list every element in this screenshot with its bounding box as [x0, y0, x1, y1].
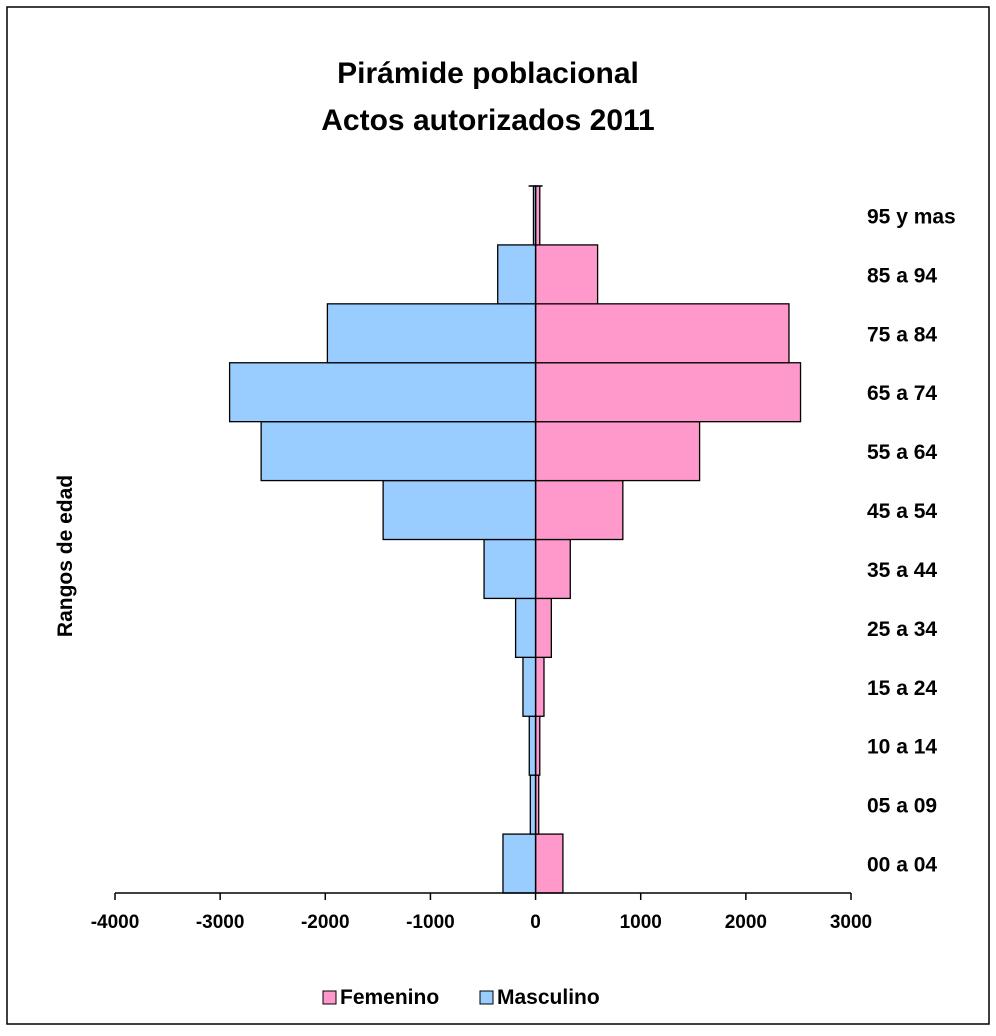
category-label: 95 y mas	[867, 205, 956, 228]
x-tick-label: 0	[530, 912, 541, 933]
x-tick-label: -2000	[301, 912, 350, 933]
x-tick-label: 2000	[725, 912, 767, 933]
x-tick-label: -3000	[196, 912, 245, 933]
chart-title-line-2: Actos autorizados 2011	[321, 104, 654, 137]
category-labels: 00 a 04 05 a 09 10 a 14 15 a 24 25 a 34 35 a …	[867, 205, 956, 876]
bar-masculino-10-a-14	[528, 715, 537, 776]
legend-label-femenino: Femenino	[340, 986, 439, 1009]
legend-swatch-masculino	[479, 990, 494, 1005]
bar-masculino-15-a-24	[522, 656, 537, 717]
bar-femenino-15-a-24	[534, 656, 545, 717]
bar-masculino-55-a-64	[260, 421, 537, 482]
bar-masculino-75-a-84	[326, 303, 537, 364]
category-label: 85 a 94	[867, 264, 937, 287]
bar-femenino-45-a-54	[534, 479, 624, 541]
category-label: 45 a 54	[867, 500, 937, 523]
x-tick-label: -4000	[91, 912, 140, 933]
category-label: 75 a 84	[867, 323, 937, 346]
legend: Femenino Masculino	[322, 986, 600, 1009]
category-label: 05 a 09	[867, 795, 937, 818]
category-label: 55 a 64	[867, 441, 937, 464]
category-label: 35 a 44	[867, 559, 937, 582]
category-label: 25 a 34	[867, 618, 937, 641]
legend-label-masculino: Masculino	[497, 986, 600, 1009]
bar-masculino-45-a-54	[382, 479, 537, 541]
category-label: 15 a 24	[867, 677, 937, 700]
bar-femenino-25-a-34	[534, 597, 552, 658]
bar-masculino-05-a-09	[529, 774, 537, 835]
category-label: 65 a 74	[867, 382, 937, 405]
bar-femenino-65-a-74	[534, 362, 802, 423]
x-tick-label: 1000	[620, 912, 662, 933]
bar-masculino-65-a-74	[228, 362, 537, 423]
category-label: 10 a 14	[867, 736, 937, 759]
bar-femenino-35-a-44	[534, 538, 571, 600]
bar-masculino-00-a-04	[502, 833, 537, 894]
legend-swatch-femenino	[322, 990, 337, 1005]
chart-title-line-1: Pirámide poblacional	[337, 57, 639, 90]
bar-femenino-85-a-94	[534, 244, 599, 305]
bar-femenino-75-a-84	[534, 303, 790, 364]
bars-layer	[228, 185, 802, 894]
x-tick-label: -1000	[406, 912, 455, 933]
bar-femenino-00-a-04	[534, 833, 564, 894]
bar-masculino-35-a-44	[483, 538, 537, 600]
bar-masculino-25-a-34	[514, 597, 537, 658]
bar-masculino-85-a-94	[497, 244, 537, 305]
category-label: 00 a 04	[867, 854, 937, 877]
bar-femenino-55-a-64	[534, 421, 701, 482]
y-axis-label: Rangos de edad	[54, 475, 77, 637]
x-axis: -4000 -3000 -2000 -1000 0 1000 2000 3000	[91, 892, 872, 933]
x-tick-label: 3000	[830, 912, 872, 933]
